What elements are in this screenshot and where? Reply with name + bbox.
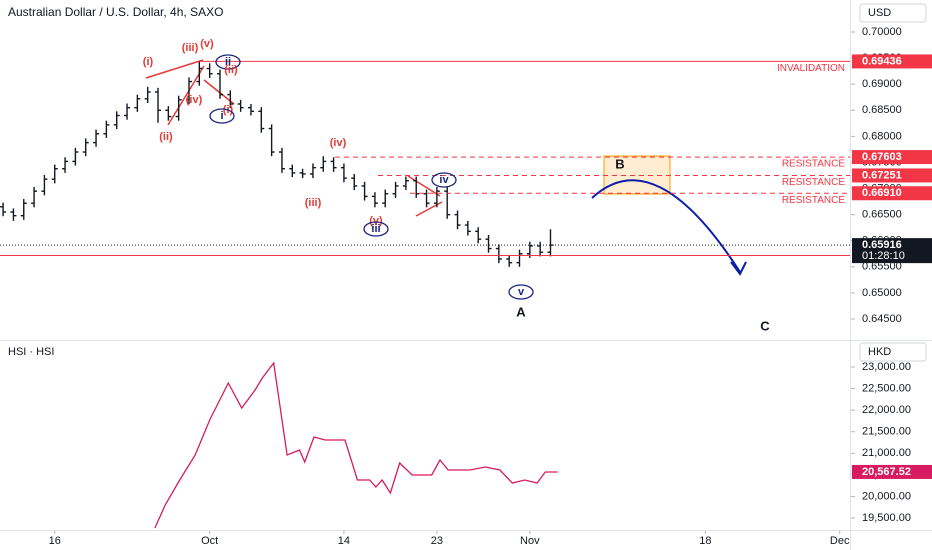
y-tick-label: 0.65000 — [862, 287, 902, 299]
wave-label: ii — [225, 56, 231, 68]
currency-box[interactable] — [859, 3, 927, 23]
wave-circle — [209, 108, 235, 124]
wave-circle — [215, 54, 241, 70]
projection-arc — [591, 179, 741, 273]
wave-label: B — [615, 156, 624, 171]
x-tick-label: 14 — [338, 535, 350, 547]
level-text: RESISTANCE — [782, 177, 845, 188]
x-tick-label: 23 — [431, 535, 443, 547]
level-price-box — [852, 186, 932, 201]
level-text: INVALIDATION — [777, 63, 845, 74]
wave-label: (iii) — [305, 197, 322, 209]
wave-label: (ii) — [224, 64, 238, 76]
y-tick-label: 0.68000 — [862, 130, 902, 142]
wave-label: iii — [371, 223, 380, 235]
y-tick-label: 21,500.00 — [862, 426, 911, 438]
y-tick-label: 0.66500 — [862, 209, 902, 221]
currency: USD — [868, 7, 891, 19]
wave-circle — [508, 284, 534, 300]
currency: HKD — [868, 346, 891, 358]
level-price: 0.67603 — [862, 151, 902, 163]
wave-circle — [431, 172, 457, 188]
wave-label: (v) — [369, 215, 383, 227]
level-price: 0.66910 — [862, 187, 902, 199]
y-tick-label: 22,000.00 — [862, 404, 911, 416]
wave-label: (iv) — [330, 137, 347, 149]
y-tick-label: 19,500.00 — [862, 512, 911, 524]
y-tick-label: 0.68500 — [862, 104, 902, 116]
current-price-box — [852, 238, 932, 264]
x-tick-label: Nov — [520, 535, 540, 547]
y-tick-label: 0.70000 — [862, 26, 902, 38]
level-price: 0.67251 — [862, 169, 902, 181]
countdown: 01:28:10 — [862, 250, 905, 262]
wave-label: (iii) — [182, 42, 199, 54]
level-price-box — [852, 54, 932, 69]
y-tick-label: 20,000.00 — [862, 490, 911, 502]
current-price: 0.65916 — [862, 239, 902, 251]
wave-label: i — [220, 110, 223, 122]
wave-label: (v) — [200, 38, 214, 50]
hsi-line — [154, 361, 558, 529]
level-price-box — [852, 168, 932, 183]
last-value-box — [852, 464, 932, 479]
wave-label: (ii) — [159, 131, 173, 143]
wave-label: (i) — [143, 56, 154, 68]
x-tick-label: Dec — [830, 535, 850, 547]
wave-label: C — [760, 318, 770, 333]
wave-label: v — [518, 286, 525, 298]
wave-circle — [363, 221, 389, 237]
y-tick-label: 21,000.00 — [862, 447, 911, 459]
y-tick-label: 0.69000 — [862, 78, 902, 90]
level-price: 0.69436 — [862, 55, 902, 67]
y-tick-label: 22,500.00 — [862, 382, 911, 394]
x-tick-label: 16 — [49, 535, 61, 547]
y-tick-label: 0.64500 — [862, 313, 902, 325]
symbol-title: Australian Dollar / U.S. Dollar, 4h, SAX… — [8, 5, 223, 19]
wave-line — [145, 59, 204, 79]
wave-label: A — [516, 304, 526, 319]
wave-line — [407, 175, 441, 197]
x-tick-label: 18 — [699, 535, 711, 547]
wave-line — [203, 79, 235, 105]
y-tick-label: 23,000.00 — [862, 361, 911, 373]
level-text: RESISTANCE — [782, 159, 845, 170]
last-value: 20,567.52 — [862, 466, 911, 478]
level-text: RESISTANCE — [782, 195, 845, 206]
wave-line — [167, 65, 205, 126]
currency-box[interactable] — [859, 342, 927, 362]
wave-lines — [145, 59, 443, 217]
indicator-title: HSI · HSI — [8, 346, 54, 358]
wave-label: (iv) — [186, 94, 203, 106]
wave-label: iv — [439, 174, 449, 186]
wave-line — [415, 201, 443, 217]
level-price-box — [852, 150, 932, 165]
x-tick-label: Oct — [201, 535, 218, 547]
y-tick-label: 0.65500 — [862, 261, 902, 273]
arrow-head — [730, 261, 747, 276]
